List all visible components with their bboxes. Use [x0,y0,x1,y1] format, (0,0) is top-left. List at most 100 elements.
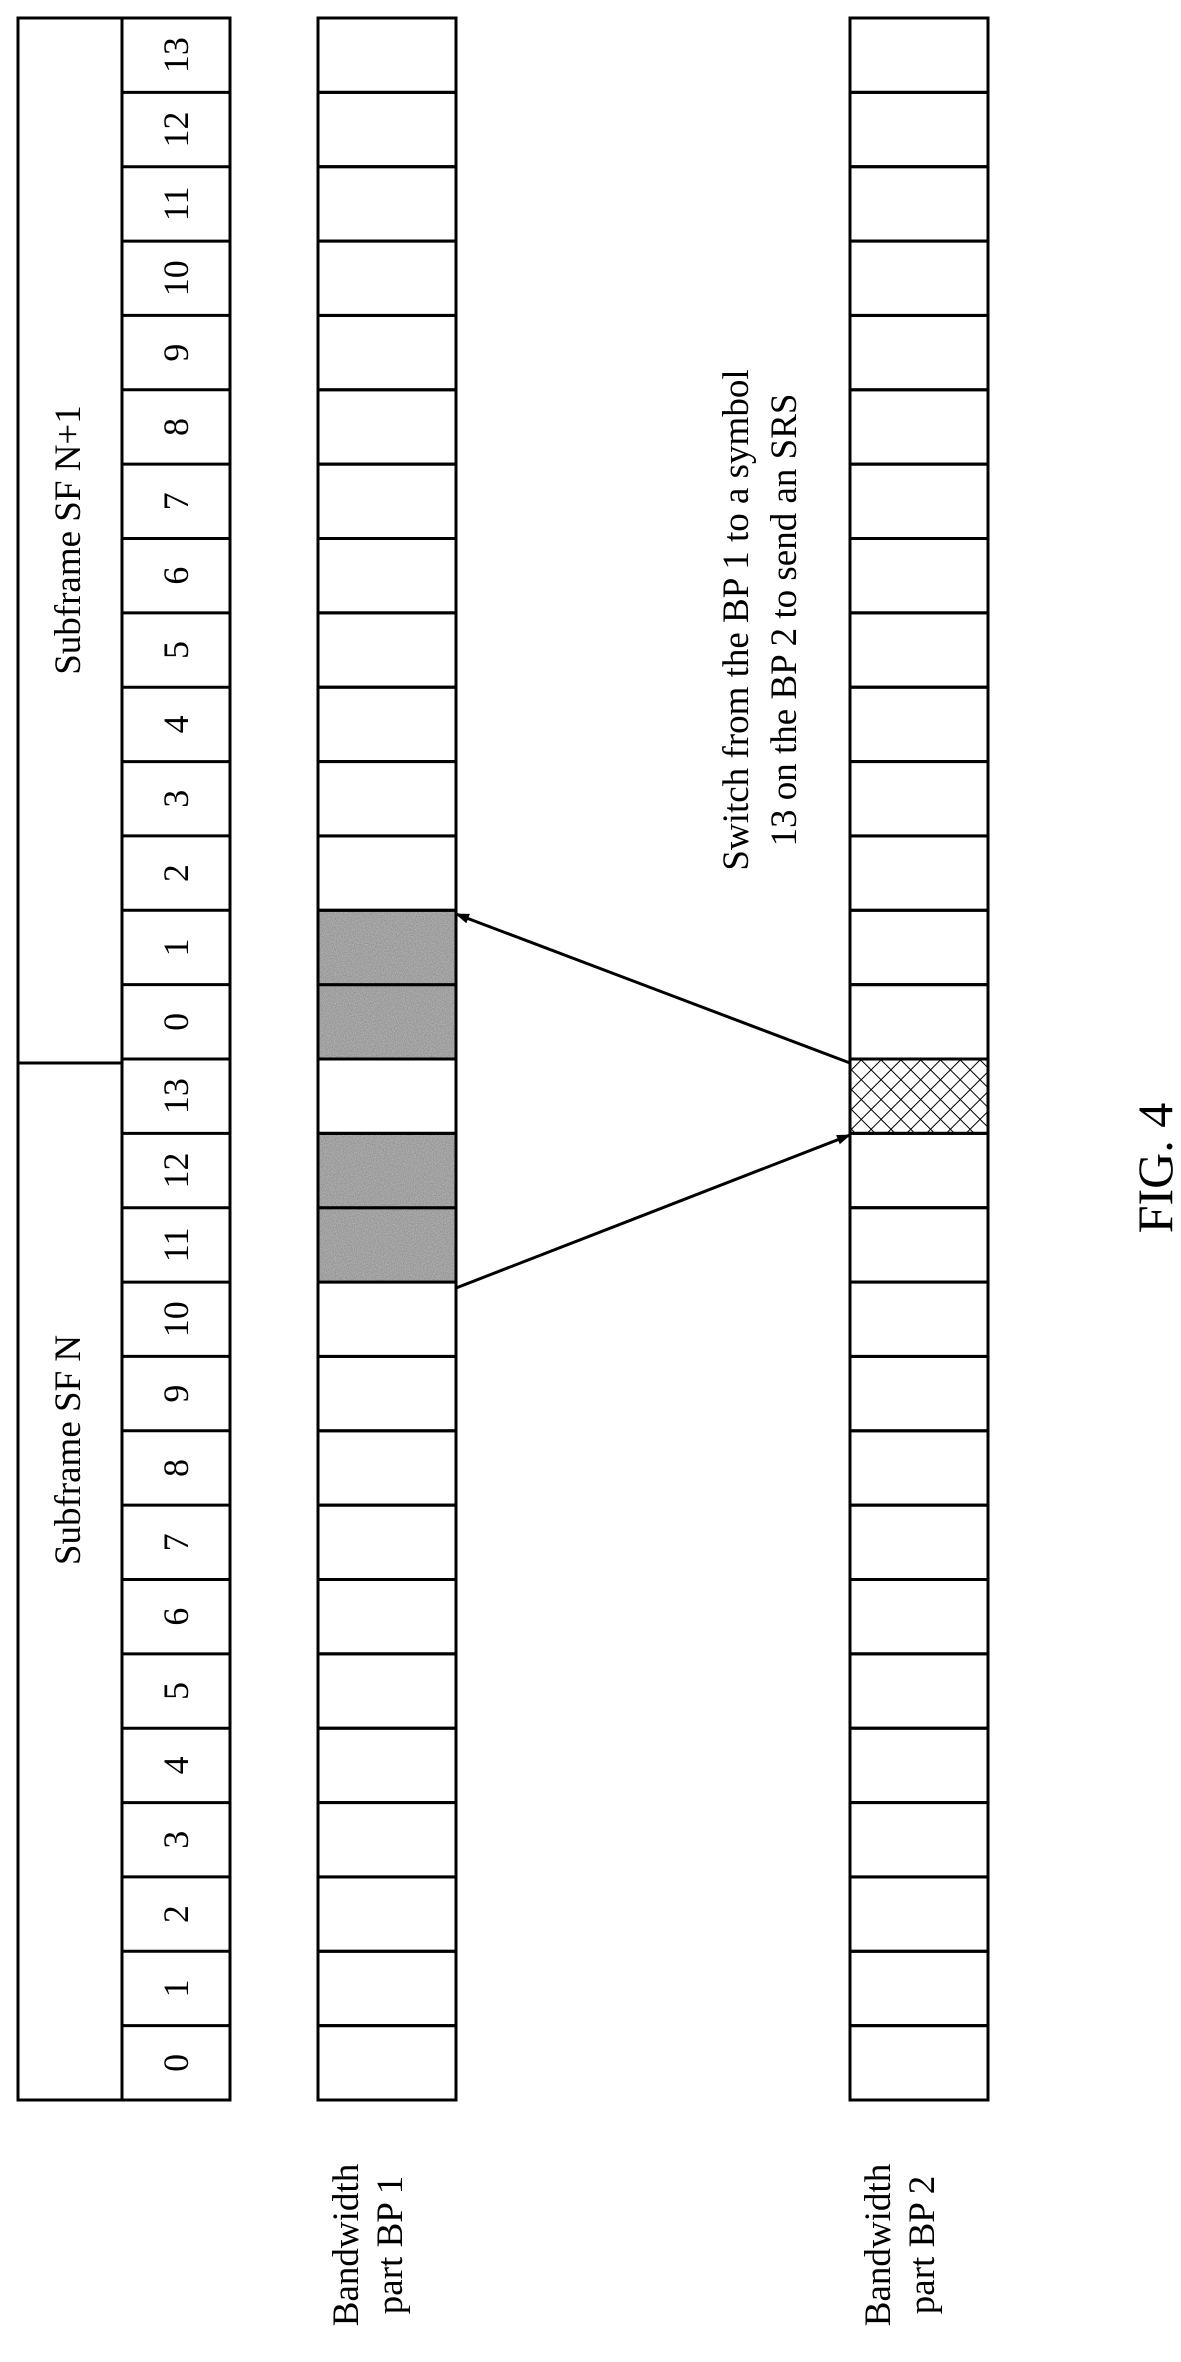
bp1-shaded-texture [318,985,456,1059]
symbol-index-label: 0 [156,1013,196,1031]
bp2-symbol-cell [850,1505,988,1579]
bp2-symbol-cell [850,464,988,538]
symbol-index-label: 4 [156,715,196,733]
symbol-index-label: 11 [156,187,196,222]
bp2-symbol-cells [850,18,988,2100]
bp2-label-line-2: part BP 2 [902,2176,943,2314]
bp1-symbol-cell [318,613,456,687]
bp2-symbol-cell [850,1356,988,1430]
bp2-symbol-cell [850,1877,988,1951]
symbol-index-label: 12 [156,1153,196,1189]
annotation-line-2: 13 on the BP 2 to send an SRS [764,394,805,847]
symbol-index-row: 012345678910111213012345678910111213 [122,37,230,2072]
symbol-index-label: 7 [156,492,196,510]
bp1-symbol-cell [318,2026,456,2100]
symbol-index-label: 7 [156,1533,196,1551]
bp2-symbol-cell [850,1580,988,1654]
bp2-symbol-cell [850,1951,988,2025]
bp2-symbol-cell [850,687,988,761]
bandwidth-part-bp1-column [318,18,456,2100]
switch-arrows [456,914,850,1288]
bp1-symbol-cell [318,18,456,92]
bandwidth-part-bp2-column [850,18,988,2100]
bp1-symbol-cell [318,1654,456,1728]
symbol-index-label: 6 [156,567,196,585]
annotation-line-1: Switch from the BP 1 to a symbol [716,369,757,870]
bp2-symbol-cell [850,539,988,613]
symbol-index-label: 6 [156,1608,196,1626]
bp1-symbol-cell [318,1728,456,1802]
switch-annotation: Switch from the BP 1 to a symbol 13 on t… [716,369,805,870]
symbol-index-label: 2 [156,864,196,882]
symbol-index-label: 13 [156,37,196,73]
arrow-bp1-to-bp2 [456,1135,850,1288]
bp1-symbol-cell [318,1505,456,1579]
subframe-header: Subframe SF N Subframe SF N+1 0123456789… [18,18,230,2100]
symbol-index-label: 10 [156,1301,196,1337]
bp2-symbol-cell [850,315,988,389]
bp2-symbol-cell [850,167,988,241]
bp1-symbol-cells [318,18,456,2100]
bp1-shaded-texture [318,910,456,984]
bp1-symbol-cell [318,1282,456,1356]
bp1-symbol-cell [318,762,456,836]
bp1-symbol-cell [318,687,456,761]
bp2-symbol-cell [850,92,988,166]
bp1-label-line-1: Bandwidth [326,2163,367,2326]
symbol-index-label: 5 [156,1682,196,1700]
figure-label: FIG. 4 [1127,1103,1181,1234]
bp2-symbol-cell [850,613,988,687]
bp2-label-line-1: Bandwidth [858,2163,899,2326]
bp2-symbol-cell [850,2026,988,2100]
bp2-srs-symbol [850,1059,988,1133]
bp1-symbol-cell [318,836,456,910]
bp1-label: Bandwidth part BP 1 [326,2163,411,2326]
bp2-symbol-cell [850,390,988,464]
symbol-index-label: 9 [156,1385,196,1403]
symbol-index-label: 0 [156,2054,196,2072]
bp2-symbol-cell [850,1208,988,1282]
symbol-index-label: 5 [156,641,196,659]
bp2-symbol-cell [850,1282,988,1356]
bp1-symbol-cell [318,464,456,538]
subframe-label-sf-n-plus-1: Subframe SF N+1 [48,405,89,675]
bp1-shaded-texture [318,1133,456,1207]
bp1-symbol-cell [318,390,456,464]
subframe-labels: Subframe SF N Subframe SF N+1 [48,405,89,1565]
symbol-index-label: 12 [156,112,196,148]
bp1-symbol-cell [318,241,456,315]
symbol-index-label: 1 [156,1979,196,1997]
bp2-symbol-cell [850,836,988,910]
symbol-index-label: 8 [156,418,196,436]
symbol-index-label: 3 [156,790,196,808]
bp2-symbol-cell [850,910,988,984]
bp2-symbol-cell [850,18,988,92]
symbol-index-label: 13 [156,1078,196,1114]
bp1-symbol-cell [318,167,456,241]
bp1-symbol-cell [318,1431,456,1505]
bp2-label: Bandwidth part BP 2 [858,2163,943,2326]
subframe-label-sf-n: Subframe SF N [48,1335,89,1565]
bp1-symbol-cell [318,1580,456,1654]
symbol-index-label: 10 [156,260,196,296]
bp1-symbol-cell [318,1356,456,1430]
symbol-index-label: 11 [156,1228,196,1263]
bp2-symbol-cell [850,1728,988,1802]
bp2-symbol-cell [850,985,988,1059]
bp2-symbol-cell [850,1654,988,1728]
bp2-symbol-cell [850,1803,988,1877]
bp2-symbol-cell [850,1133,988,1207]
symbol-index-label: 1 [156,938,196,956]
arrow-bp2-to-bp1 [456,914,850,1063]
bp1-shaded-texture [318,1208,456,1282]
bp2-symbol-cell [850,1431,988,1505]
bp1-symbol-cell [318,92,456,166]
symbol-index-label: 9 [156,344,196,362]
symbol-index-label: 8 [156,1459,196,1477]
bp1-symbol-cell [318,1951,456,2025]
bp1-symbol-cell [318,1059,456,1133]
symbol-index-label: 3 [156,1831,196,1849]
bp1-symbol-cell [318,315,456,389]
bp2-symbol-cell [850,241,988,315]
